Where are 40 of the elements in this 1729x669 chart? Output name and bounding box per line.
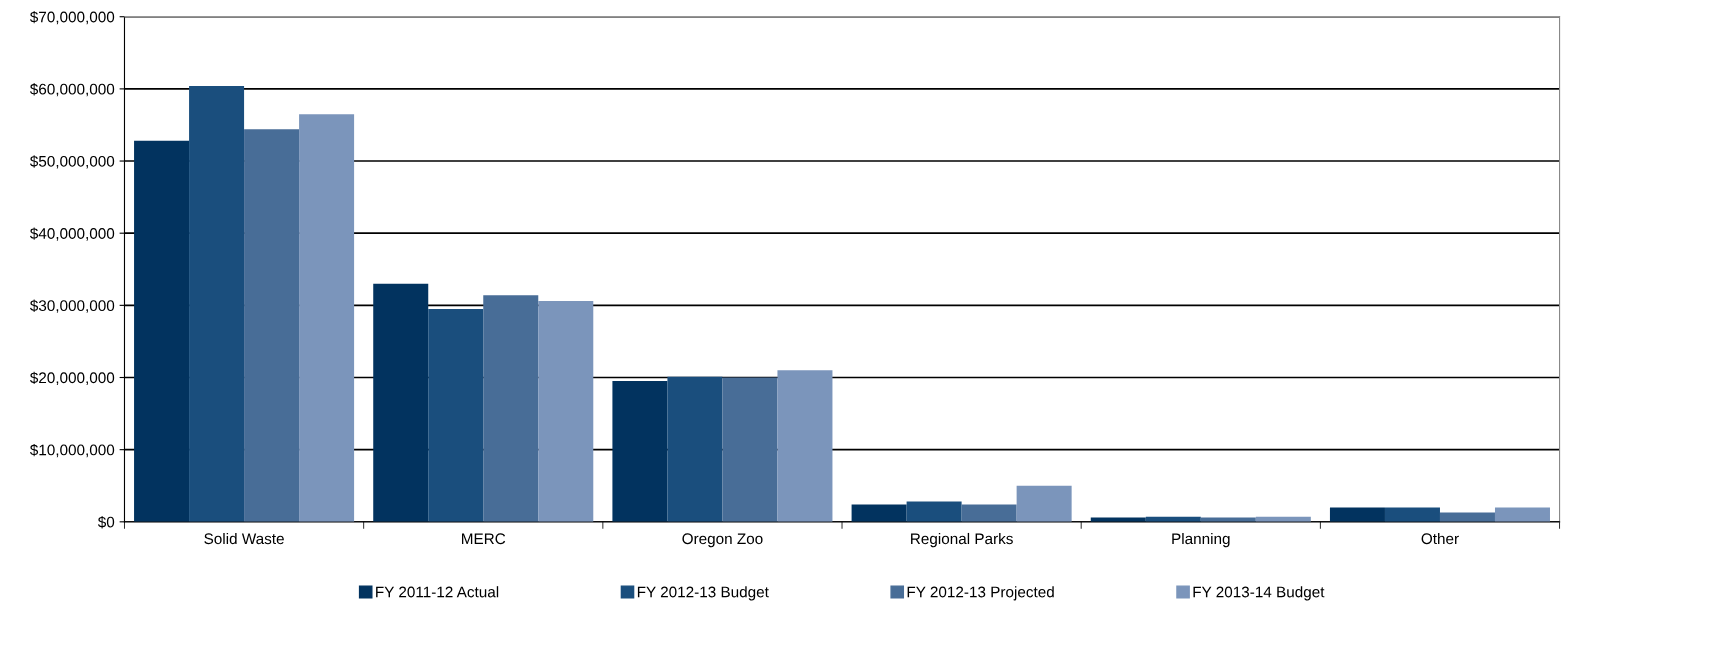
bar [538, 301, 594, 522]
bar [244, 129, 300, 522]
x-tick-label: Regional Parks [911, 532, 1013, 548]
bar [1329, 507, 1385, 522]
x-tick-label: Oregon Zoo [682, 533, 763, 548]
legend-label: FY 2013-14 Budget [1193, 586, 1325, 601]
x-tick-label: Solid Waste [204, 532, 284, 545]
bar [373, 283, 429, 522]
bar [851, 504, 907, 522]
bar [1494, 507, 1550, 522]
x-tick-label: MERC [462, 533, 506, 545]
bar [1200, 517, 1256, 522]
bar [1384, 507, 1440, 522]
y-tick-label: $20,000,000 [29, 371, 115, 385]
bar [134, 140, 190, 522]
bar [1016, 485, 1072, 522]
bar [299, 114, 355, 522]
y-tick-label: $30,000,000 [29, 299, 115, 313]
x-tick-label: Planning [1172, 532, 1230, 548]
bar [189, 86, 245, 522]
y-tick-label: $70,000,000 [29, 10, 115, 25]
bar [1090, 517, 1146, 522]
bar [906, 501, 962, 522]
bar [667, 376, 723, 522]
y-tick-label: $40,000,000 [29, 227, 115, 241]
y-tick-label: $10,000,000 [29, 443, 115, 458]
bar [961, 504, 1017, 522]
legend-label: FY 2012-13 Projected [907, 586, 1054, 601]
legend-label: FY 2012-13 Budget [637, 586, 769, 601]
y-tick-label: $50,000,000 [29, 155, 115, 169]
bar [483, 295, 539, 522]
legend-label: FY 2011-12 Actual [376, 586, 499, 598]
y-tick-label: $0 [97, 516, 115, 529]
bar [777, 370, 833, 522]
bar [1439, 512, 1495, 522]
bar [612, 381, 668, 522]
x-tick-label: Other [1421, 532, 1459, 545]
y-tick-label: $60,000,000 [29, 83, 115, 97]
bar [722, 377, 778, 522]
bar [428, 308, 484, 522]
